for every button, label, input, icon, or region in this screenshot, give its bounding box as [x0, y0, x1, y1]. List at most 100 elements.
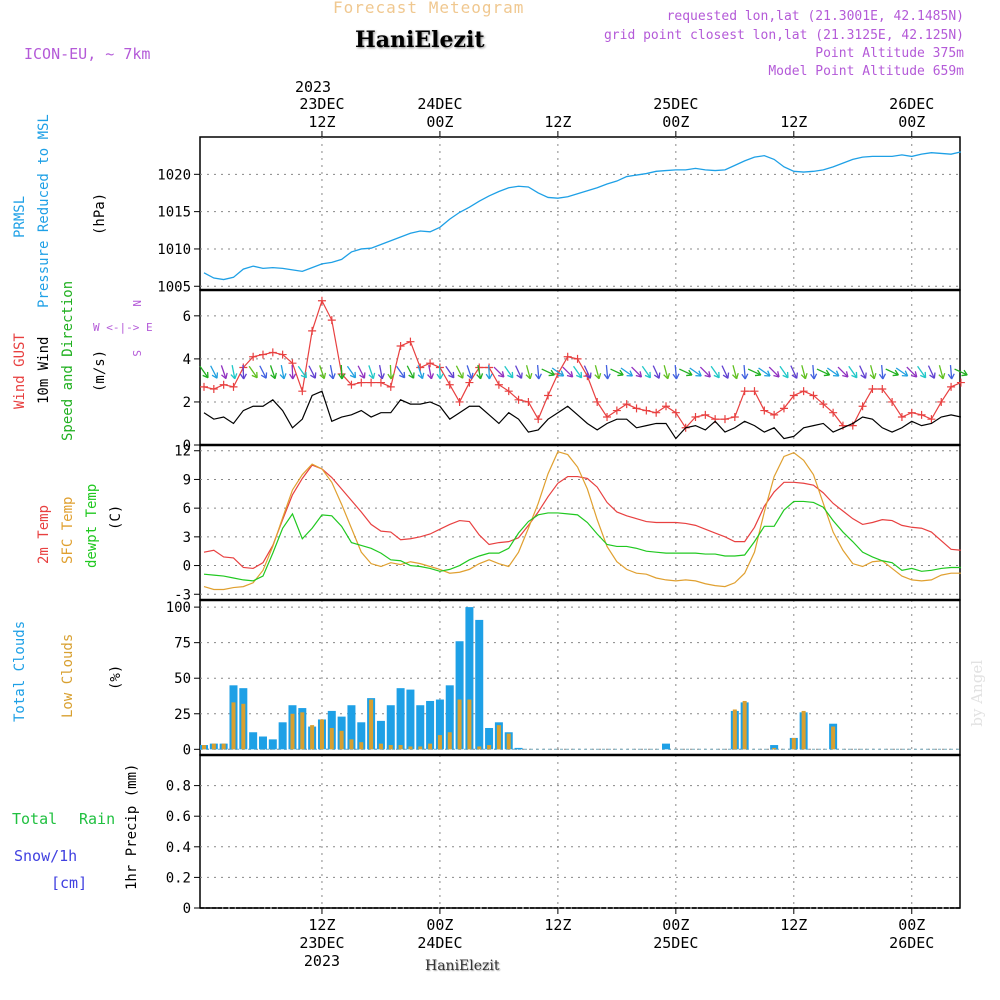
- wind-arrow-head: [947, 373, 955, 380]
- wind-gust-marker: [770, 410, 779, 419]
- wind-arrow-shaft: [455, 365, 464, 379]
- wind-direction-arrow: [938, 365, 946, 380]
- station-name: HaniElezit: [355, 27, 485, 53]
- y-tick-label: 25: [174, 707, 191, 723]
- total-cloud-bar: [426, 700, 435, 750]
- wind-direction-arrow: [338, 364, 346, 380]
- y-tick-label: 9: [183, 472, 191, 488]
- low-cloud-bar: [742, 700, 747, 750]
- wind-arrow-shaft: [652, 365, 660, 379]
- wind-direction-arrow: [641, 365, 652, 379]
- wind-arrow-head: [260, 372, 268, 379]
- wind-arrow-shaft: [927, 365, 935, 379]
- wind-arrow-shaft: [378, 365, 383, 379]
- top-day-label: 24DEC: [417, 95, 462, 113]
- wind-gust-marker: [691, 413, 700, 422]
- wind-arrow-shaft: [938, 365, 944, 379]
- wind-direction-arrow: [768, 366, 780, 378]
- wind-arrow-head: [860, 372, 867, 379]
- wind-arrow-head: [653, 372, 661, 379]
- low-cloud-bar: [772, 747, 777, 750]
- wind-gust-marker: [386, 382, 395, 391]
- wind-arrow-head: [300, 371, 307, 379]
- wind-arrow-shaft: [541, 368, 555, 376]
- wind-arrow-shaft: [199, 365, 209, 379]
- low-cloud-bar: [388, 745, 393, 750]
- total-cloud-bar: [396, 688, 405, 750]
- wind-arrow-shaft: [297, 365, 307, 379]
- y-tick-label: 12: [174, 444, 191, 460]
- wind-arrow-head: [878, 373, 887, 380]
- wind-direction-arrow: [297, 365, 307, 379]
- wind-arrow-head: [851, 371, 858, 379]
- wind-arrow-head: [221, 372, 228, 380]
- wind-direction-arrow: [476, 365, 484, 380]
- wind-direction-arrow: [837, 366, 849, 378]
- wind-arrow-head: [594, 372, 602, 380]
- wind-gust-marker: [209, 385, 218, 394]
- wind-direction-arrow: [572, 365, 583, 379]
- precip-rain-label: Rain: [79, 810, 115, 828]
- wind-arrow-shaft: [562, 366, 574, 378]
- total-cloud-bar: [445, 685, 454, 750]
- bottom-day-label: 24DEC: [417, 934, 462, 952]
- wind-direction-arrow: [747, 368, 762, 377]
- wind-arrow-head: [202, 371, 209, 379]
- low-cloud-bar: [496, 725, 501, 750]
- wind-arrow-shaft: [515, 365, 523, 379]
- wind-arrow-shaft: [721, 365, 729, 379]
- wind-gust-line: [203, 299, 962, 429]
- low-cloud-bar: [418, 746, 423, 750]
- wind-arrow-head: [672, 373, 680, 380]
- bottom-time-label: 12Z: [308, 916, 335, 934]
- wind-direction-arrow: [859, 365, 867, 379]
- panel-frame: [199, 289, 961, 446]
- wind-arrow-shaft: [732, 365, 738, 379]
- wind-arrow-shaft: [368, 365, 375, 379]
- top-time-label: 00Z: [662, 113, 689, 131]
- wind-gust-marker: [258, 350, 267, 359]
- wind-arrow-shaft: [699, 366, 711, 378]
- temp-2m-line: [203, 464, 961, 570]
- wind-arrow-head: [251, 371, 258, 379]
- low-cloud-bar: [467, 699, 472, 750]
- wind-arrow-head: [575, 371, 583, 379]
- y-tick-label: 1005: [157, 279, 191, 295]
- wind-arrow-shaft: [493, 366, 505, 378]
- wind-gust-marker: [317, 296, 326, 305]
- wind-gust-marker: [494, 380, 503, 389]
- wind-arrow-head: [901, 370, 909, 377]
- wind-arrow-head: [548, 369, 555, 377]
- wind-gust-marker: [858, 402, 867, 411]
- wind-arrow-head: [764, 370, 771, 377]
- wind-arrow-shaft: [340, 364, 343, 380]
- wind-direction-arrow: [583, 365, 592, 379]
- y-tick-label: 0: [183, 901, 191, 917]
- wind-direction-arrow: [259, 365, 268, 379]
- wind-direction-arrow: [248, 365, 258, 379]
- wind-direction-arrow: [346, 365, 357, 379]
- wind-gust-marker: [396, 341, 405, 350]
- low-cloud-bar: [202, 745, 206, 750]
- top-day-label: 23DEC: [299, 95, 344, 113]
- wind-direction-arrow: [731, 365, 739, 380]
- top-time-label: 12Z: [544, 113, 571, 131]
- wind-arrow-shaft: [779, 365, 789, 379]
- wind-arrow-head: [557, 370, 565, 377]
- low-cloud-bar: [477, 746, 482, 750]
- wind-arrow-head: [713, 371, 720, 379]
- wind-direction-arrow: [387, 364, 395, 380]
- wind-gust-marker: [219, 380, 228, 389]
- wind-direction-arrow: [220, 365, 228, 380]
- wind-arrow-shaft: [954, 368, 968, 376]
- wind-arrow-head: [722, 372, 730, 379]
- wind-arrow-shaft: [280, 365, 285, 379]
- wind-gust-marker: [327, 316, 336, 325]
- bottom-time-label: 00Z: [662, 916, 689, 934]
- y-tick-label: 0.4: [166, 840, 191, 856]
- wind-gust-marker: [947, 382, 956, 391]
- wind-direction-arrow: [525, 365, 533, 380]
- wind-direction-arrow: [917, 365, 927, 379]
- top-time-label: 00Z: [426, 113, 453, 131]
- wind-gust-marker: [426, 359, 435, 368]
